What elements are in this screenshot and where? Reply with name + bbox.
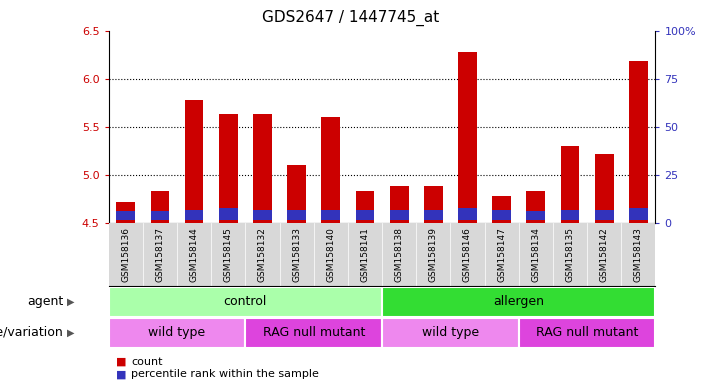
Bar — [219, 114, 238, 223]
Bar — [287, 165, 306, 223]
Bar — [184, 210, 203, 220]
Text: wild type: wild type — [422, 326, 479, 339]
Text: GSM158137: GSM158137 — [156, 227, 165, 282]
Text: GSM158133: GSM158133 — [292, 227, 301, 282]
Text: control: control — [224, 295, 267, 308]
Bar — [629, 61, 648, 223]
Bar — [109, 318, 245, 348]
Bar — [151, 211, 170, 220]
Bar — [253, 114, 272, 223]
Bar — [561, 210, 580, 220]
Text: agent: agent — [27, 295, 63, 308]
Bar — [526, 211, 545, 220]
Bar — [151, 191, 170, 223]
Bar — [526, 191, 545, 223]
Text: GSM158141: GSM158141 — [360, 227, 369, 282]
Text: ■: ■ — [116, 357, 126, 367]
Text: ▶: ▶ — [67, 328, 74, 338]
Text: GSM158142: GSM158142 — [599, 227, 608, 282]
Bar — [594, 154, 613, 223]
Bar — [321, 117, 340, 223]
Text: ■: ■ — [116, 369, 126, 379]
Text: GSM158146: GSM158146 — [463, 227, 472, 282]
Bar — [116, 202, 135, 223]
Text: GSM158138: GSM158138 — [395, 227, 404, 282]
Text: GSM158134: GSM158134 — [531, 227, 540, 282]
Bar — [116, 211, 135, 220]
Bar — [390, 186, 409, 223]
Bar — [355, 191, 374, 223]
Text: genotype/variation: genotype/variation — [0, 326, 63, 339]
Bar — [245, 318, 382, 348]
Bar — [287, 210, 306, 220]
Bar — [382, 318, 519, 348]
Bar — [458, 208, 477, 220]
Bar — [253, 210, 272, 220]
Bar — [629, 208, 648, 220]
Text: GSM158136: GSM158136 — [121, 227, 130, 282]
Bar — [458, 52, 477, 223]
Text: GSM158143: GSM158143 — [634, 227, 643, 282]
Text: GSM158139: GSM158139 — [429, 227, 438, 282]
Text: RAG null mutant: RAG null mutant — [536, 326, 639, 339]
Text: count: count — [131, 357, 163, 367]
Text: RAG null mutant: RAG null mutant — [262, 326, 365, 339]
Bar — [382, 287, 655, 317]
Bar — [321, 210, 340, 220]
Bar — [561, 146, 580, 223]
Bar — [492, 210, 511, 220]
Bar — [594, 210, 613, 220]
Bar — [492, 196, 511, 223]
Text: GSM158132: GSM158132 — [258, 227, 267, 282]
Text: ▶: ▶ — [67, 297, 74, 307]
Text: GSM158147: GSM158147 — [497, 227, 506, 282]
Text: GSM158135: GSM158135 — [566, 227, 575, 282]
Bar — [219, 208, 238, 220]
Bar — [519, 318, 655, 348]
Text: GSM158144: GSM158144 — [189, 227, 198, 282]
Text: percentile rank within the sample: percentile rank within the sample — [131, 369, 319, 379]
Text: allergen: allergen — [494, 295, 544, 308]
Text: GSM158145: GSM158145 — [224, 227, 233, 282]
Text: GSM158140: GSM158140 — [326, 227, 335, 282]
Text: wild type: wild type — [149, 326, 205, 339]
Bar — [424, 210, 443, 220]
Bar — [109, 287, 382, 317]
Bar — [424, 186, 443, 223]
Bar — [355, 210, 374, 220]
Bar — [184, 100, 203, 223]
Bar — [390, 210, 409, 220]
Text: GDS2647 / 1447745_at: GDS2647 / 1447745_at — [262, 10, 439, 26]
